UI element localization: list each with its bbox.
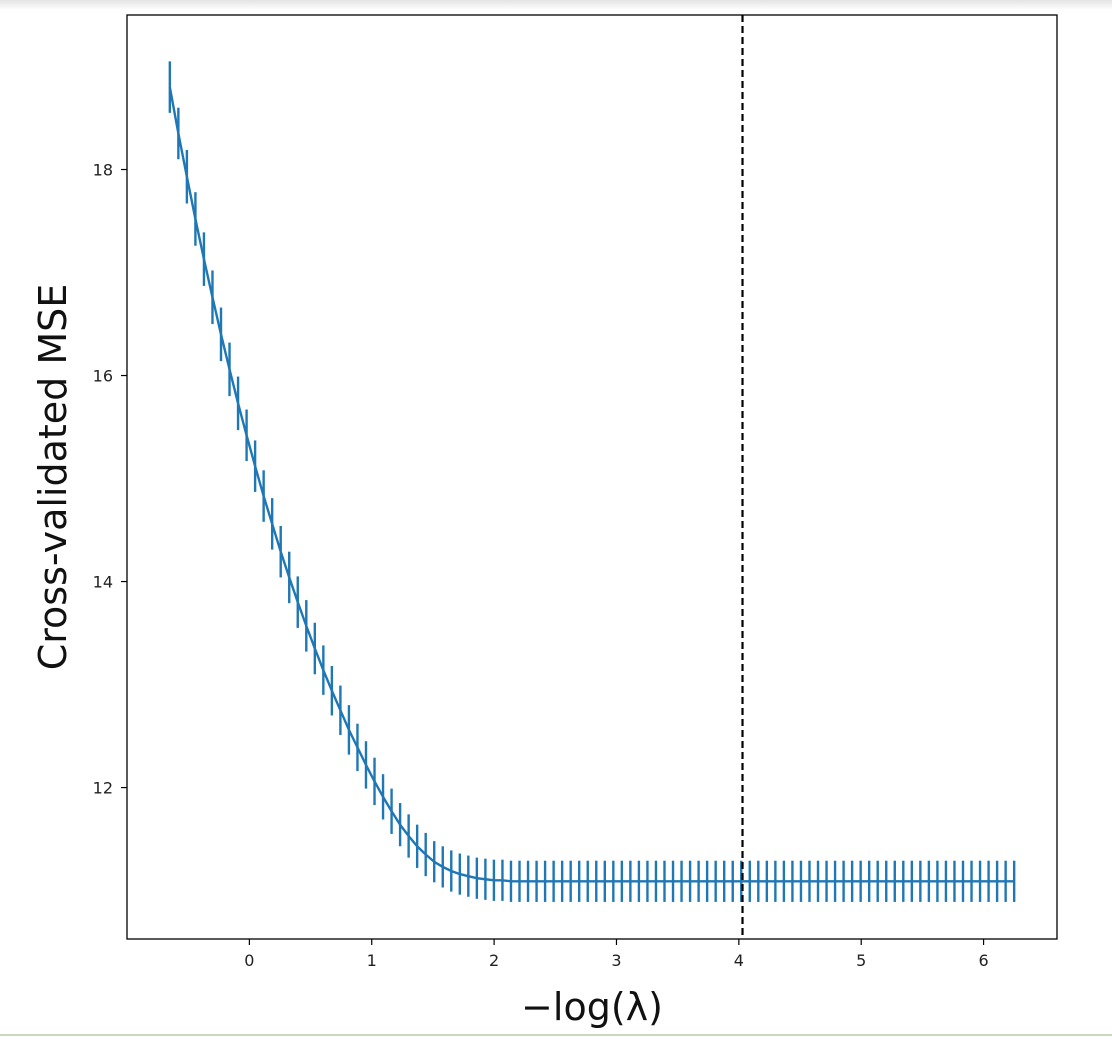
x-tick-label: 4 [734,951,744,970]
x-tick-label: 3 [611,951,621,970]
plot-area-background [127,15,1057,939]
y-axis-label: Cross-validated MSE [31,284,75,671]
x-tick-label: 0 [244,951,254,970]
mse-curve [168,86,1015,883]
y-tick-label: 12 [93,779,113,798]
x-axis-label: −log(λ) [521,985,663,1029]
window-top-edge [0,0,1112,10]
y-tick-label: 18 [93,161,113,180]
x-tick-label: 1 [367,951,377,970]
x-tick-label: 2 [489,951,499,970]
y-tick-label: 16 [93,367,113,386]
x-tick-label: 5 [856,951,866,970]
y-tick-label: 14 [93,573,113,592]
window-bottom-edge [0,1034,1112,1036]
plot-frame [126,14,1058,940]
x-tick-label: 6 [978,951,988,970]
line-layer [168,86,1015,883]
